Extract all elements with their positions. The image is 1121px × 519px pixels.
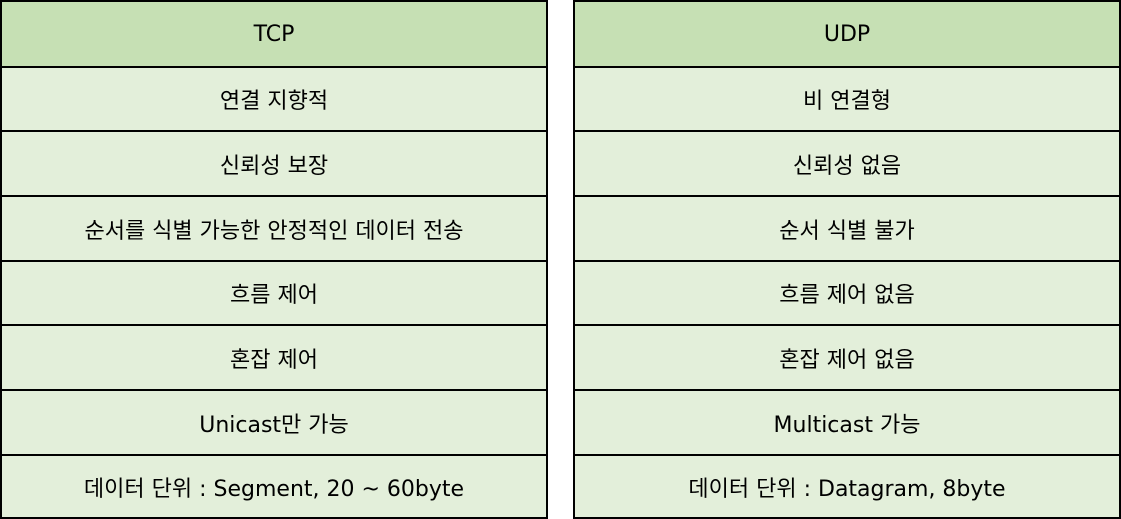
tcp-row-1: 연결 지향적 [2,68,546,132]
udp-row-3: 순서 식별 불가 [575,197,1119,262]
udp-row-1: 비 연결형 [575,68,1119,132]
udp-table: UDP 비 연결형 신뢰성 없음 순서 식별 불가 흐름 제어 없음 혼잡 제어… [573,0,1121,519]
udp-row-6: Multicast 가능 [575,391,1119,456]
udp-row-5: 혼잡 제어 없음 [575,326,1119,391]
udp-header: UDP [575,2,1119,68]
tcp-row-3: 순서를 식별 가능한 안정적인 데이터 전송 [2,197,546,262]
tcp-row-6: Unicast만 가능 [2,391,546,456]
tcp-row-4: 흐름 제어 [2,262,546,326]
tcp-row-7: 데이터 단위 : Segment, 20 ~ 60byte [83,476,465,502]
udp-row-4: 흐름 제어 없음 [575,262,1119,326]
udp-row-7: 데이터 단위 : Datagram, 8byte [688,476,1006,502]
tcp-header: TCP [2,2,546,68]
tcp-row-2: 신뢰성 보장 [2,132,546,197]
tcp-table: TCP 연결 지향적 신뢰성 보장 순서를 식별 가능한 안정적인 데이터 전송… [0,0,548,519]
tcp-row-5: 혼잡 제어 [2,326,546,391]
udp-row-2: 신뢰성 없음 [575,132,1119,197]
